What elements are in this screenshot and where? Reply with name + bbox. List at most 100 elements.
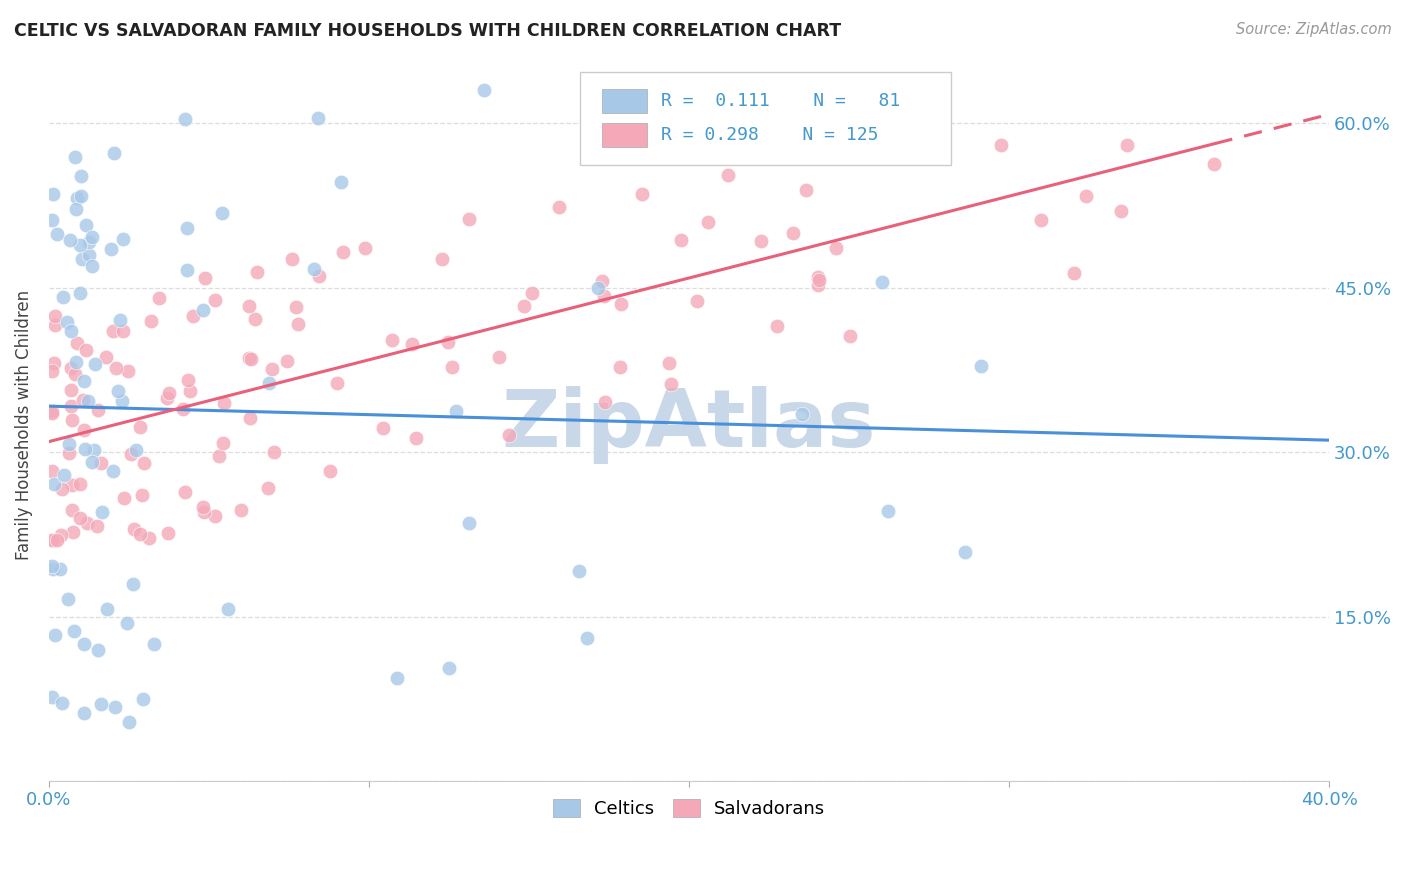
Point: [285, 301, 308, 315]
Point: [330, 175, 353, 189]
Point: [115, 616, 138, 631]
Point: [302, 261, 325, 276]
Point: [41, 404, 63, 418]
Point: [42, 562, 65, 576]
Point: [354, 241, 377, 255]
Point: [1115, 138, 1137, 153]
Point: [80, 259, 103, 273]
Point: [990, 138, 1012, 153]
Point: [129, 526, 152, 541]
Point: [112, 491, 135, 505]
Point: [86, 519, 108, 533]
Point: [60, 478, 83, 492]
Point: [101, 324, 124, 338]
Point: [326, 376, 349, 390]
Point: [181, 309, 204, 323]
FancyBboxPatch shape: [602, 123, 647, 147]
Point: [148, 291, 170, 305]
Point: [870, 275, 893, 289]
Point: [401, 336, 423, 351]
Point: [41, 559, 63, 574]
Point: [807, 277, 830, 292]
Point: [90, 457, 112, 471]
Point: [69, 238, 91, 252]
Point: [380, 334, 402, 348]
Point: [87, 643, 110, 657]
Point: [111, 232, 134, 246]
Point: [42, 187, 65, 202]
Point: [568, 564, 591, 578]
Point: [839, 328, 862, 343]
Point: [157, 386, 180, 401]
Point: [63, 150, 86, 164]
Point: [138, 531, 160, 545]
Point: [75, 218, 97, 232]
Point: [122, 577, 145, 591]
Point: [405, 431, 427, 445]
Point: [44, 309, 66, 323]
Point: [204, 293, 226, 307]
Point: [94, 350, 117, 364]
Point: [1204, 157, 1226, 171]
Point: [238, 299, 260, 313]
Point: [498, 428, 520, 442]
Point: [46, 533, 69, 547]
Point: [457, 211, 479, 226]
Point: [807, 270, 830, 285]
Point: [118, 715, 141, 730]
Point: [107, 384, 129, 398]
Point: [60, 361, 83, 376]
Point: [191, 303, 214, 318]
Point: [100, 243, 122, 257]
FancyBboxPatch shape: [581, 72, 952, 165]
Point: [156, 392, 179, 406]
Point: [132, 692, 155, 706]
Point: [176, 221, 198, 235]
Point: [1074, 189, 1097, 203]
Point: [488, 350, 510, 364]
Y-axis label: Family Households with Children: Family Households with Children: [15, 290, 32, 560]
Point: [104, 700, 127, 714]
Point: [172, 402, 194, 417]
Point: [124, 522, 146, 536]
Point: [685, 294, 707, 309]
Point: [472, 83, 495, 97]
Point: [125, 443, 148, 458]
Point: [59, 233, 82, 247]
Point: [432, 252, 454, 267]
Point: [73, 423, 96, 437]
Point: [77, 248, 100, 262]
Point: [52, 290, 75, 304]
Point: [876, 504, 898, 518]
FancyBboxPatch shape: [602, 89, 647, 112]
Point: [90, 697, 112, 711]
Point: [41, 213, 63, 227]
Point: [65, 355, 87, 369]
Text: Source: ZipAtlas.com: Source: ZipAtlas.com: [1236, 22, 1392, 37]
Point: [308, 268, 330, 283]
Point: [440, 359, 463, 374]
Point: [56, 592, 79, 607]
Point: [893, 142, 915, 156]
Point: [75, 343, 97, 357]
Point: [111, 393, 134, 408]
Point: [970, 359, 993, 373]
Point: [58, 446, 80, 460]
Point: [132, 457, 155, 471]
Point: [262, 361, 284, 376]
Point: [105, 361, 128, 376]
Point: [59, 399, 82, 413]
Point: [96, 602, 118, 616]
Point: [41, 464, 63, 478]
Point: [211, 436, 233, 450]
Point: [229, 503, 252, 517]
Text: ZipAtlas: ZipAtlas: [502, 385, 876, 464]
Point: [42, 356, 65, 370]
Point: [69, 476, 91, 491]
Point: [129, 420, 152, 434]
Point: [75, 442, 97, 457]
Point: [211, 205, 233, 219]
Point: [308, 112, 330, 126]
Point: [56, 315, 79, 329]
Point: [58, 437, 80, 451]
